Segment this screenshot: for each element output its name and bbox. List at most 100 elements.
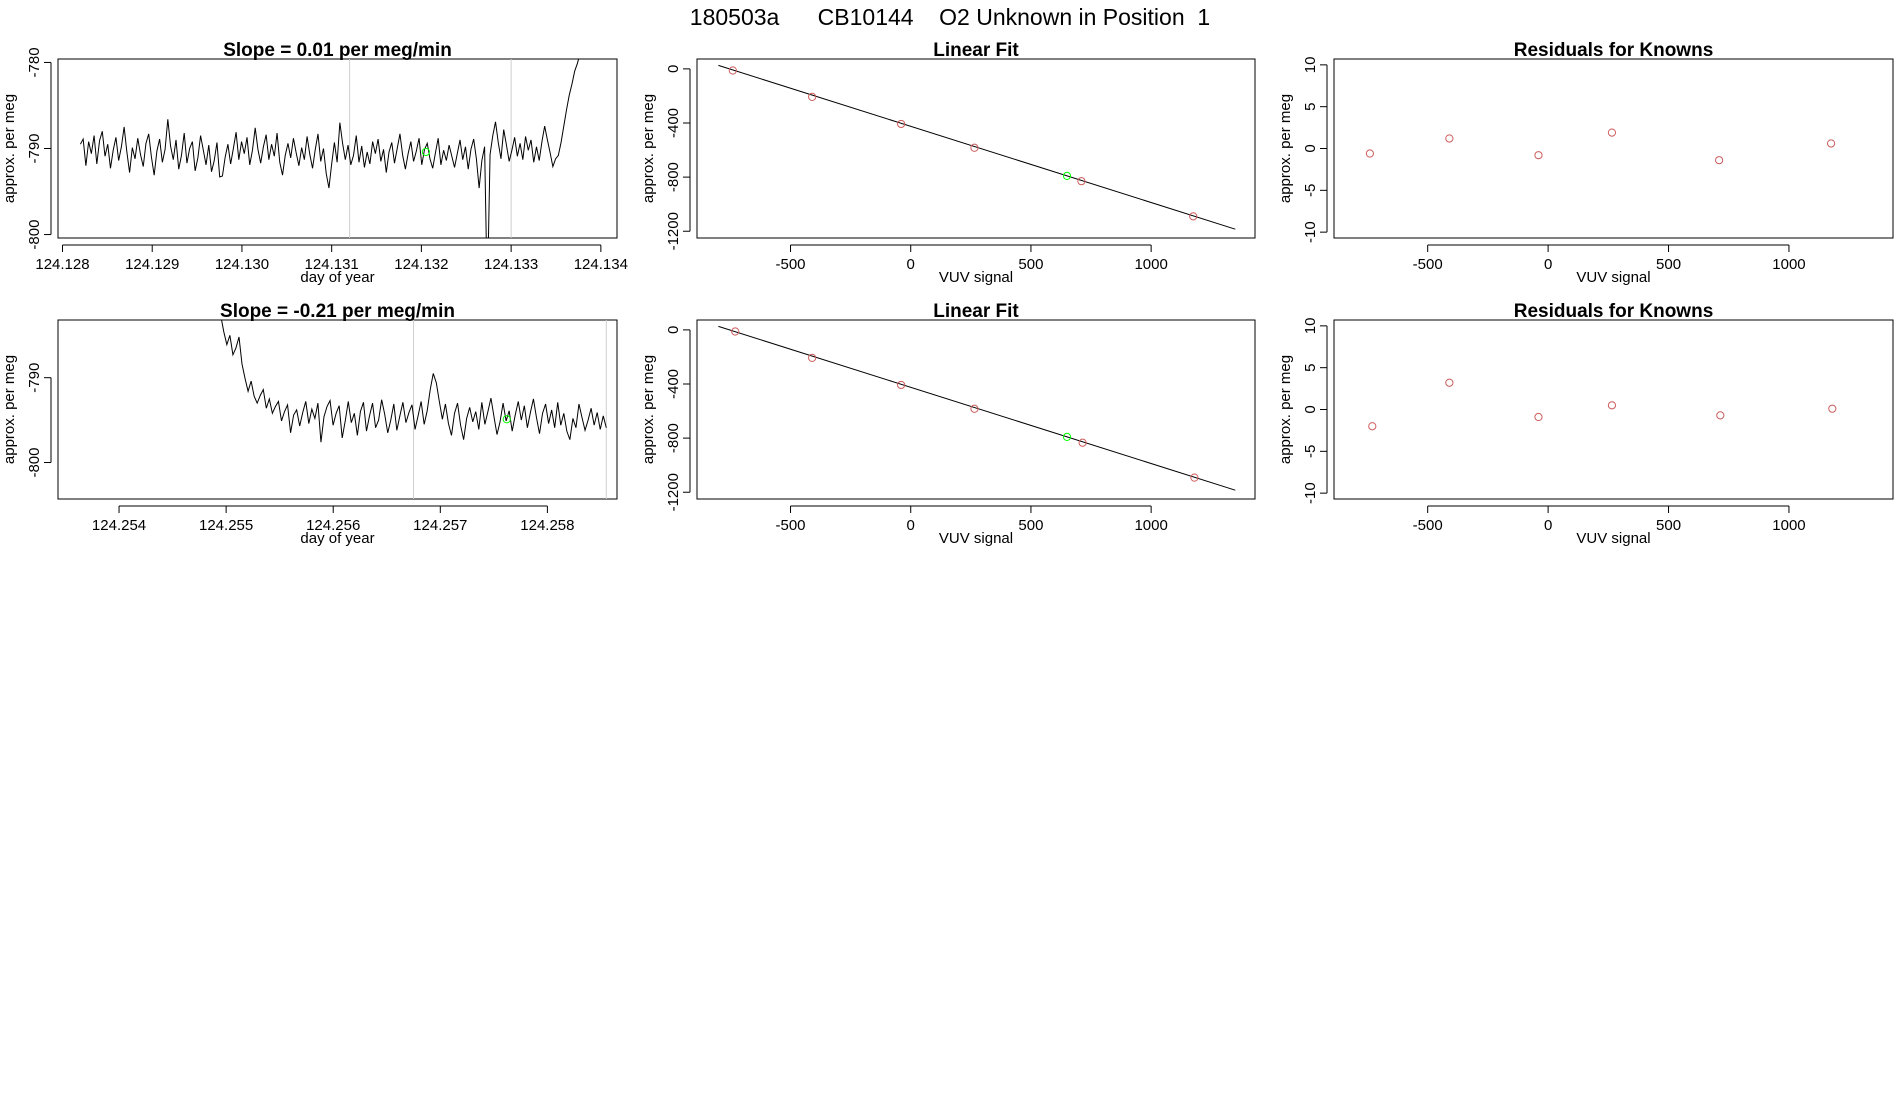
y-tick-label: 0 (665, 65, 682, 73)
x-tick-label: 0 (1544, 517, 1552, 534)
x-tick-label: 1000 (1772, 256, 1805, 273)
panel-title: Residuals for Knowns (1514, 301, 1714, 322)
y-tick-label: -10 (1302, 482, 1319, 504)
x-tick-label: 0 (907, 517, 915, 534)
y-axis-label: approx. per meg (640, 355, 657, 464)
panel-grid: Slope = 0.01 per meg/min 124.128 124.129 12… (1, 40, 1894, 547)
x-tick-label: -500 (1413, 517, 1443, 534)
x-tick-label: 124.256 (306, 517, 360, 534)
y-tick-label: -400 (665, 369, 682, 399)
y-axis-label: approx. per meg (1277, 94, 1294, 203)
y-tick-label: -1200 (665, 473, 682, 511)
known-point (728, 66, 737, 75)
y-tick-label: 5 (1302, 103, 1319, 111)
panel-fit1: Linear Fit -500 0 500 1000 VUV signal -1200 -80… (640, 40, 1256, 286)
x-tick-label: 500 (1656, 517, 1681, 534)
y-axis-label: approx. per meg (1, 355, 18, 464)
known-point (897, 119, 906, 129)
known-point (970, 404, 979, 413)
panel-res2: Residuals for Knowns -500 0 500 1000 VUV sign… (1277, 301, 1894, 547)
x-tick-label: 500 (1656, 256, 1681, 273)
x-tick-label: 0 (907, 256, 915, 273)
known-point (1368, 422, 1377, 431)
x-tick-label: 124.255 (199, 517, 253, 534)
known-point (1445, 134, 1454, 143)
x-tick-label: -500 (776, 517, 806, 534)
panel-fit2: Linear Fit -500 0 500 1000 VUV signal -1200 -80… (640, 301, 1256, 547)
unknown-point (502, 415, 511, 424)
x-tick-label: 124.134 (574, 256, 628, 273)
y-tick-label: -400 (665, 108, 682, 138)
y-axis-label: approx. per meg (1277, 355, 1294, 464)
panel-title: Slope = 0.01 per meg/min (223, 40, 452, 61)
known-point (1607, 128, 1617, 137)
x-axis-label: VUV signal (1576, 530, 1650, 547)
known-point (808, 353, 817, 362)
plot-area (221, 320, 607, 499)
y-tick-label: 10 (1302, 318, 1319, 335)
y-tick-label: -790 (26, 133, 43, 163)
x-axis-label: VUV signal (1576, 269, 1650, 286)
plot-frame (1333, 58, 1894, 239)
known-point (1189, 212, 1198, 221)
y-tick-label: -5 (1302, 184, 1319, 197)
panel-title: Residuals for Knowns (1514, 40, 1714, 61)
known-point (1607, 401, 1617, 410)
x-tick-label: 124.129 (125, 256, 179, 273)
known-point (1716, 411, 1725, 420)
x-tick-label: 124.258 (520, 517, 574, 534)
known-point (808, 92, 817, 101)
y-tick-label: -5 (1302, 445, 1319, 458)
x-axis-label: VUV signal (939, 269, 1013, 286)
known-point (1078, 438, 1087, 447)
panel-title: Linear Fit (933, 301, 1019, 322)
y-tick-label: -1200 (665, 212, 682, 250)
plot-frame (57, 319, 618, 500)
x-tick-label: 124.130 (215, 256, 269, 273)
plot-area (718, 64, 1236, 230)
x-tick-label: 124.133 (484, 256, 538, 273)
series-line (79, 59, 580, 238)
known-point (1534, 412, 1543, 422)
known-point (1534, 151, 1543, 160)
known-point (1715, 156, 1724, 165)
panel-title: Linear Fit (933, 40, 1019, 61)
x-axis-label: day of year (300, 269, 374, 286)
plot-area (1368, 378, 1837, 431)
x-tick-label: 0 (1544, 256, 1552, 273)
y-tick-label: -800 (26, 220, 43, 250)
y-axis-label: approx. per meg (1, 94, 18, 203)
y-tick-label: -800 (665, 162, 682, 192)
x-tick-label: -500 (1413, 256, 1443, 273)
unknown-point (421, 147, 430, 157)
x-tick-label: 500 (1018, 517, 1043, 534)
plot-frame (696, 319, 1256, 500)
known-point (731, 327, 740, 336)
plot-frame (57, 58, 618, 239)
x-tick-label: 124.254 (92, 517, 146, 534)
known-point (1365, 149, 1374, 158)
known-point (1828, 404, 1837, 413)
panel-res1: Residuals for Knowns -500 0 500 1000 VUV sign… (1277, 40, 1894, 286)
x-tick-label: 1000 (1134, 517, 1167, 534)
y-tick-label: -800 (665, 423, 682, 453)
plot-area (79, 59, 580, 238)
x-tick-label: 1000 (1134, 256, 1167, 273)
x-tick-label: 1000 (1772, 517, 1805, 534)
figure-title: 180503a CB10144 O2 Unknown in Position 1 (690, 4, 1210, 30)
known-point (1445, 378, 1454, 387)
fit-line (718, 64, 1236, 230)
x-axis-label: VUV signal (939, 530, 1013, 547)
plot-area (1365, 128, 1836, 165)
panel-title: Slope = -0.21 per meg/min (220, 301, 455, 322)
known-point (1827, 139, 1836, 148)
x-tick-label: 124.132 (394, 256, 448, 273)
y-tick-label: -780 (26, 47, 43, 77)
y-tick-label: -10 (1302, 221, 1319, 243)
known-point (897, 380, 906, 390)
y-tick-label: -800 (26, 448, 43, 478)
known-point (1190, 473, 1199, 482)
x-tick-label: 124.131 (305, 256, 359, 273)
unknown-point (1062, 432, 1072, 441)
